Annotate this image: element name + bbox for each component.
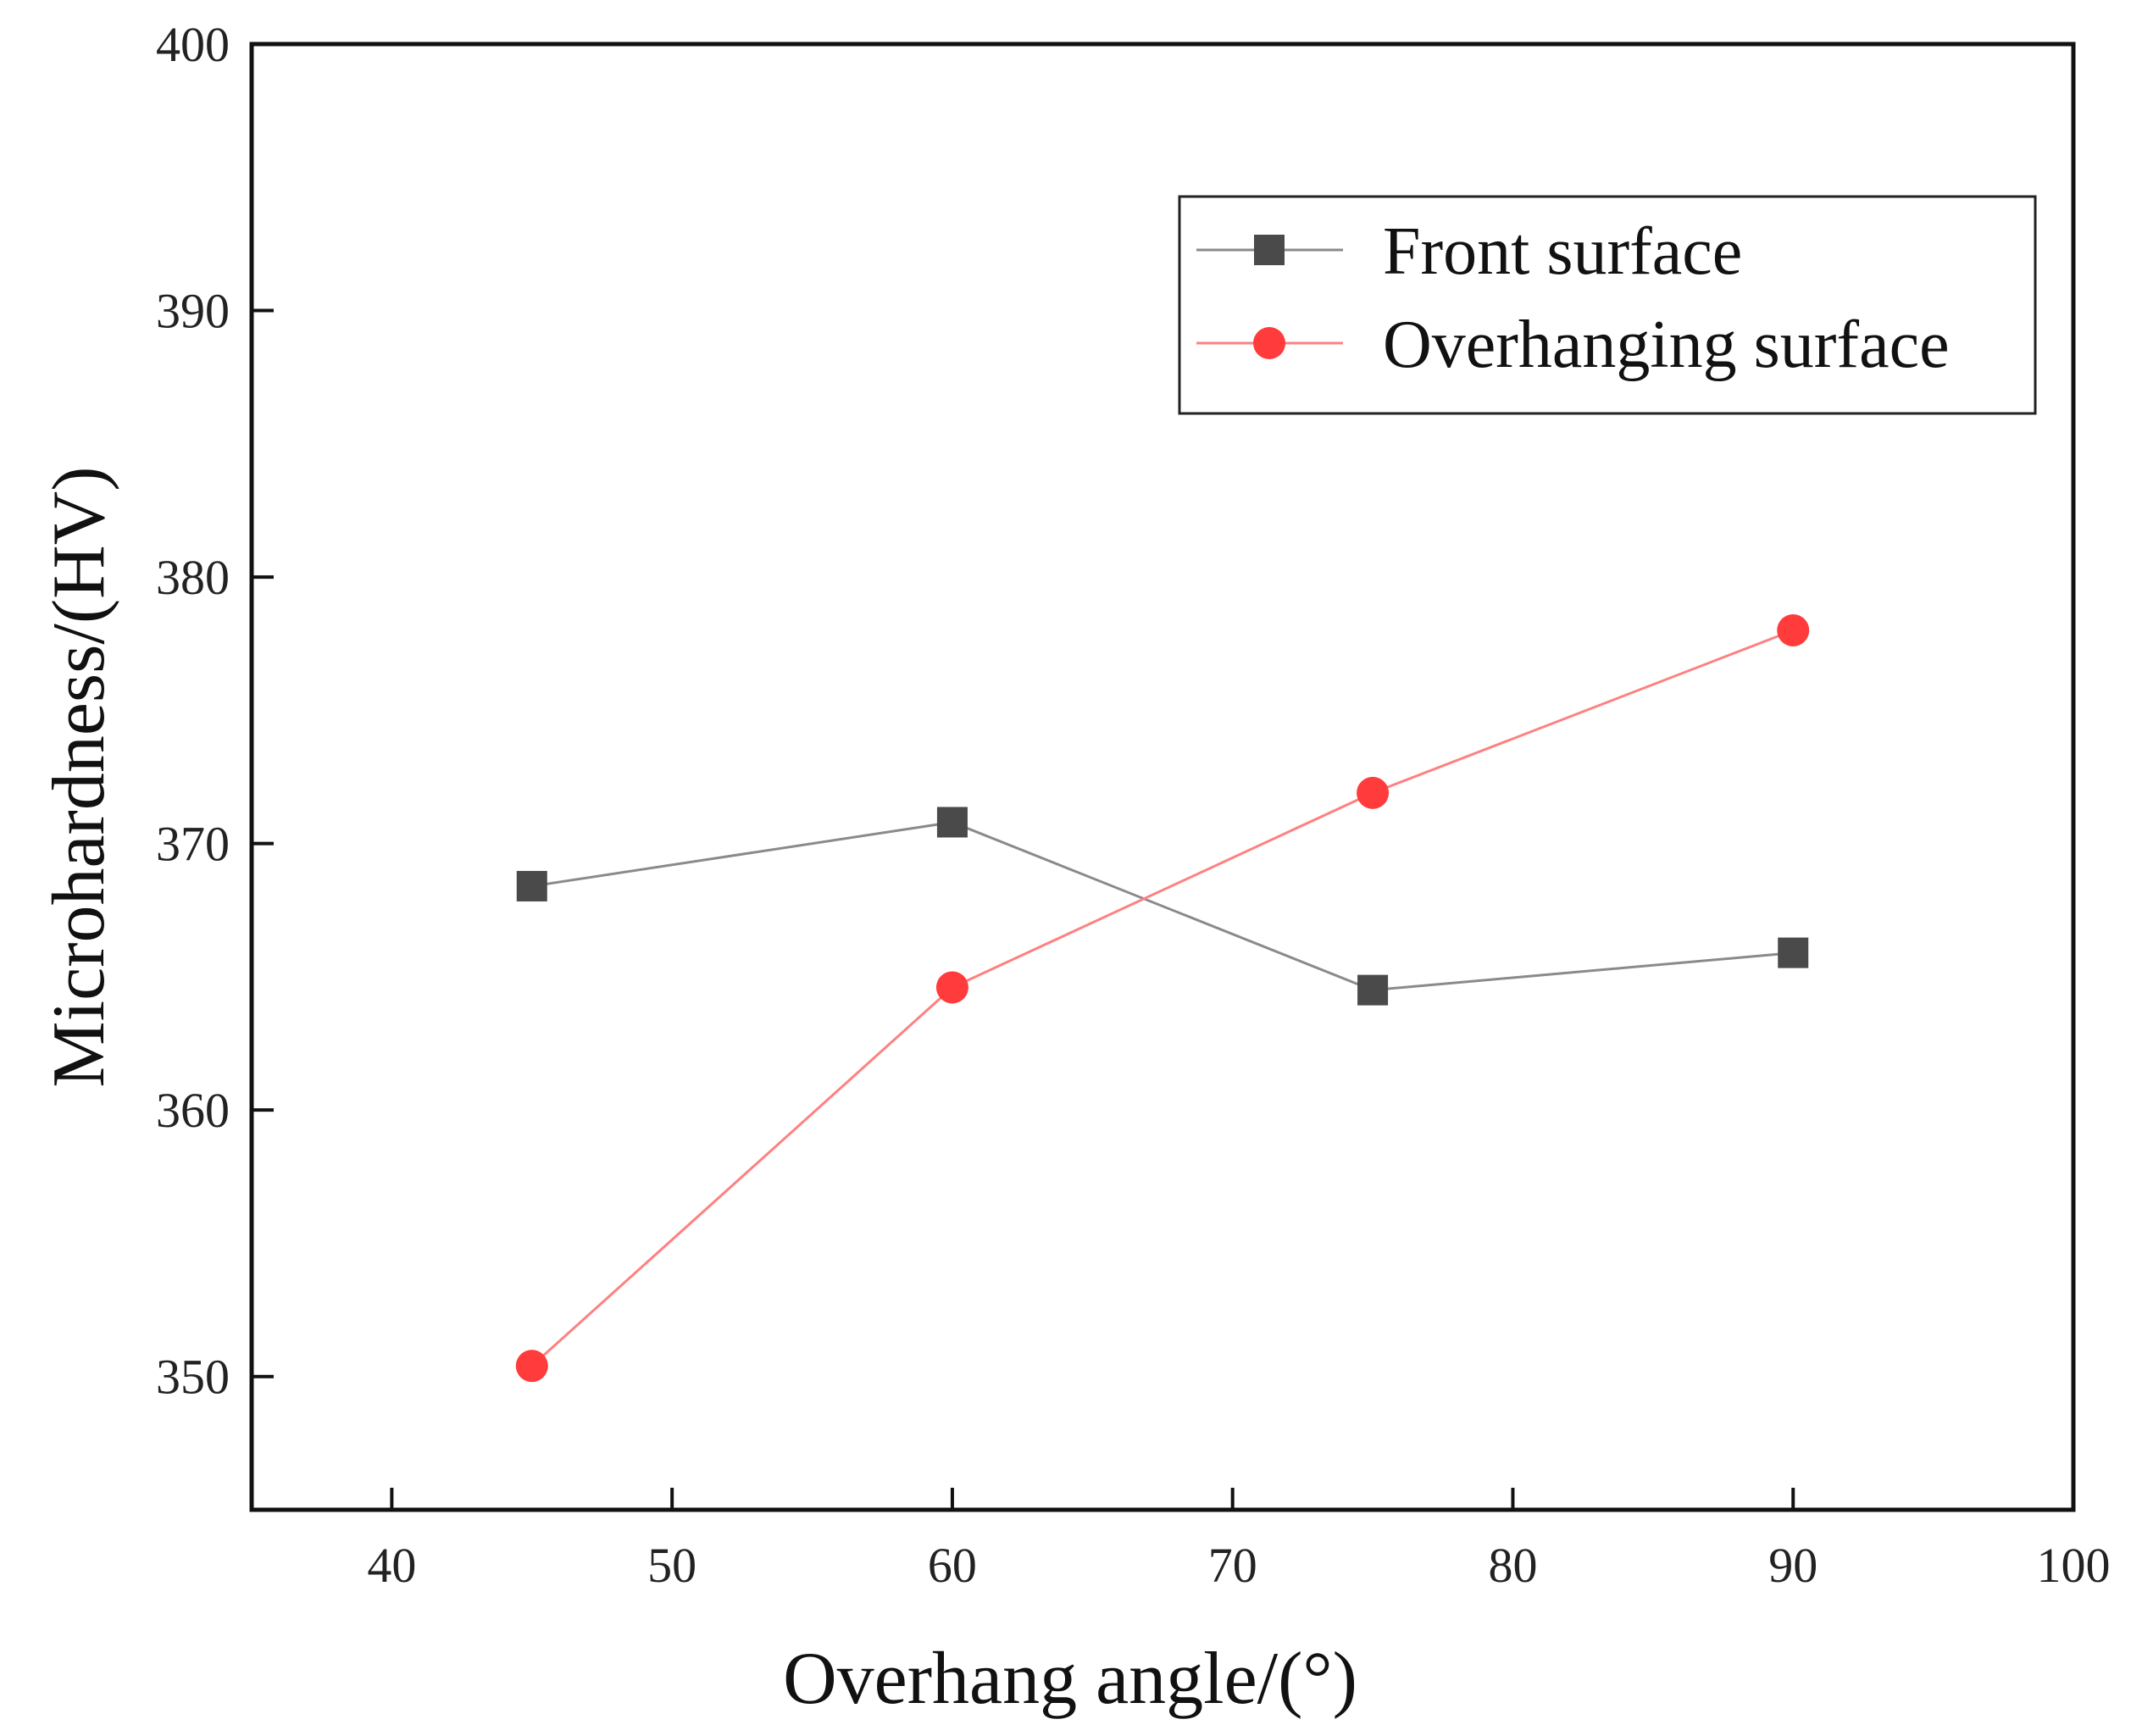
- series-line-front-surface: [531, 820, 1794, 992]
- y-axis-ticks: 350 360 370 380 390 400: [156, 17, 274, 1405]
- legend-label-overhanging-surface: Overhanging surface: [1383, 308, 1950, 382]
- data-point-front-surface: [1357, 974, 1389, 1006]
- series-layer: [515, 614, 1810, 1383]
- y-tick-label: 400: [156, 17, 230, 72]
- data-point-front-surface: [1778, 937, 1809, 968]
- plot-frame: [249, 42, 2076, 1512]
- legend-label-front-surface: Front surface: [1383, 214, 1742, 289]
- x-axis-ticks: 40 50 60 70 80 90 100: [367, 1488, 2111, 1593]
- y-axis-title: Microhardness/(HV): [38, 466, 120, 1087]
- x-axis-title: Overhang angle/(°): [783, 1638, 1357, 1720]
- x-tick-label: 80: [1488, 1538, 1537, 1593]
- x-tick-label: 70: [1208, 1538, 1257, 1593]
- x-tick-label: 100: [2037, 1538, 2111, 1593]
- series-line-overhanging-surface: [530, 629, 1794, 1367]
- x-tick-label: 50: [647, 1538, 696, 1593]
- x-tick-label: 90: [1768, 1538, 1817, 1593]
- y-tick-label: 370: [156, 817, 230, 872]
- y-tick-label: 350: [156, 1350, 230, 1405]
- x-tick-label: 60: [928, 1538, 977, 1593]
- legend: Front surface Overhanging surface: [1178, 195, 2037, 415]
- x-tick-label: 40: [367, 1538, 416, 1593]
- y-tick-label: 390: [156, 284, 230, 339]
- data-point-overhanging-surface: [515, 1350, 548, 1383]
- data-point-front-surface: [516, 870, 547, 901]
- data-point-overhanging-surface: [935, 971, 968, 1004]
- legend-marker-overhanging-surface: [1253, 327, 1285, 359]
- data-point-front-surface: [936, 807, 968, 838]
- data-point-overhanging-surface: [1777, 614, 1810, 646]
- y-tick-label: 360: [156, 1083, 230, 1138]
- data-point-overhanging-surface: [1357, 776, 1390, 809]
- legend-box: [1178, 195, 2037, 415]
- legend-marker-front-surface: [1254, 235, 1285, 265]
- y-tick-label: 380: [156, 550, 230, 605]
